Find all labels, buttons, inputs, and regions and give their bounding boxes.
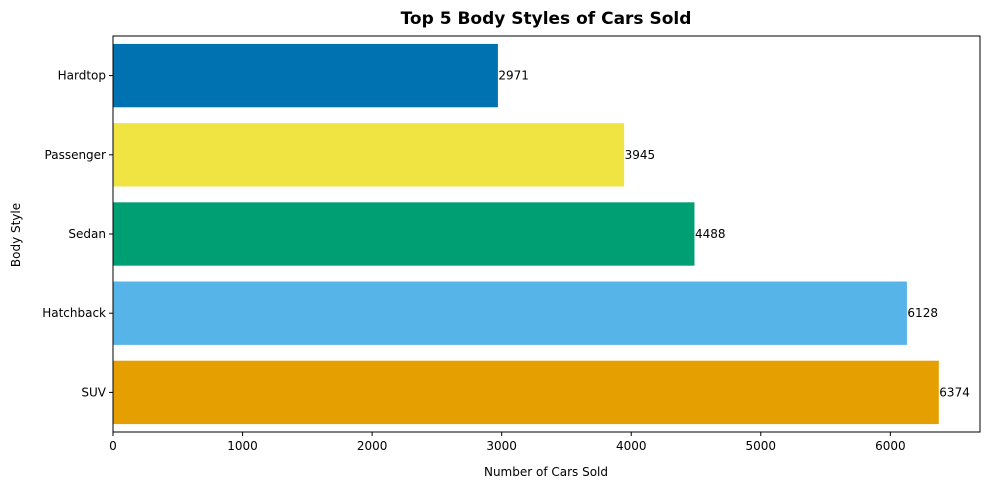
data-labels-group: 6374 6128 4488 3945 2971	[498, 69, 969, 400]
x-tick-label: 0	[109, 439, 117, 453]
data-label-hatchback: 6128	[907, 306, 938, 320]
plot-frame	[112, 35, 981, 433]
bar-suv	[113, 360, 939, 425]
x-axis-label: Number of Cars Sold	[484, 465, 608, 479]
y-tick-label-hardtop: Hardtop	[58, 69, 106, 83]
x-tick-label: 5000	[746, 439, 777, 453]
bar-hatchback	[113, 281, 907, 345]
bar-sedan	[113, 202, 695, 266]
data-label-passenger: 3945	[625, 148, 656, 162]
y-tick-label-suv: SUV	[81, 385, 106, 399]
bars-group	[113, 43, 939, 425]
y-tick-label-passenger: Passenger	[45, 148, 107, 162]
data-label-suv: 6374	[939, 385, 970, 399]
x-tick-label: 4000	[616, 439, 647, 453]
y-axis-label: Body Style	[9, 203, 23, 267]
data-label-sedan: 4488	[695, 227, 726, 241]
y-tick-label-sedan: Sedan	[68, 227, 106, 241]
y-tick-label-hatchback: Hatchback	[42, 306, 106, 320]
x-tick-label: 1000	[227, 439, 258, 453]
chart-title: Top 5 Body Styles of Cars Sold	[401, 9, 692, 29]
bar-passenger	[113, 123, 625, 187]
x-tick-label: 6000	[875, 439, 906, 453]
x-axis-ticks: 0 1000 2000 3000 4000 5000 6000	[109, 432, 906, 453]
bar-hardtop	[113, 43, 498, 108]
y-axis-ticks: SUV Hatchback Sedan Passenger Hardtop	[42, 69, 113, 399]
x-tick-label: 2000	[357, 439, 388, 453]
x-tick-label: 3000	[486, 439, 517, 453]
data-label-hardtop: 2971	[498, 69, 529, 83]
